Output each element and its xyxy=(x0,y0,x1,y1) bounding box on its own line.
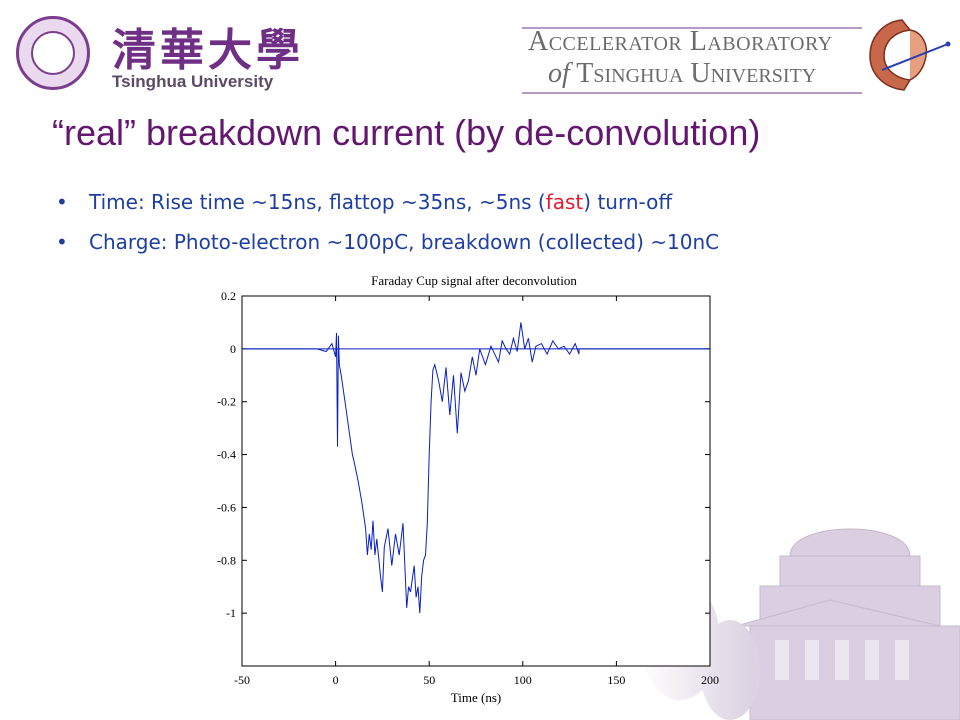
y-tick-label: -0.6 xyxy=(217,500,236,514)
y-tick-label: -0.8 xyxy=(217,553,236,567)
lab-bottom-rule xyxy=(522,92,862,94)
bullet-charge: • Charge: Photo-electron ~100pC, breakdow… xyxy=(56,226,719,266)
x-tick-label: 150 xyxy=(607,673,625,687)
x-tick-label: 200 xyxy=(701,673,719,687)
bullet-time-text: Time: Rise time ~15ns, flattop ~35ns, ~5… xyxy=(89,190,546,214)
lab-name: Accelerator Laboratory of Tsinghua Unive… xyxy=(528,26,862,90)
bullet-time: • Time: Rise time ~15ns, flattop ~35ns, ~… xyxy=(56,186,719,226)
x-tick-label: -50 xyxy=(234,673,250,687)
slide-title: “real” breakdown current (by de-convolut… xyxy=(52,112,761,153)
university-name-chinese: 清華大學 xyxy=(112,25,304,76)
x-tick-label: 100 xyxy=(514,673,532,687)
y-tick-label: -0.2 xyxy=(217,395,236,409)
faraday-cup-chart: Faraday Cup signal after deconvolution -… xyxy=(217,273,719,705)
lab-name-line2: of Tsinghua University xyxy=(528,58,862,90)
x-axis-label: Time (ns) xyxy=(451,690,501,705)
accelerator-cavity-logo-icon xyxy=(869,19,951,91)
axis-ticks: -50 0 50 100 150 200 0.2 0 -0.2 -0.4 -0.6 -0.8 -1 xyxy=(217,289,719,687)
lab-name-line1: Accelerator Laboratory xyxy=(528,26,833,57)
lab-name-of: of xyxy=(548,58,570,89)
bullet-time-tail: ) turn-off xyxy=(583,190,673,214)
highlight-fast: fast xyxy=(545,190,584,214)
signal-line xyxy=(242,322,710,614)
y-tick-label: 0.2 xyxy=(221,289,236,303)
bullet-list: • Time: Rise time ~15ns, flattop ~35ns, ~… xyxy=(56,186,719,266)
lab-name-university: Tsinghua University xyxy=(576,58,817,89)
university-name-english: Tsinghua University xyxy=(112,72,274,91)
lab-top-rule xyxy=(522,27,862,29)
plot-frame xyxy=(241,295,711,667)
university-seal-icon xyxy=(16,16,90,90)
x-tick-label: 50 xyxy=(423,673,435,687)
chart-title: Faraday Cup signal after deconvolution xyxy=(371,273,577,288)
x-tick-label: 0 xyxy=(333,673,339,687)
bullet-charge-text: Charge: Photo-electron ~100pC, breakdown… xyxy=(89,230,720,254)
bullet-marker: • xyxy=(56,230,68,254)
slide-header: 清華大學 Tsinghua University Accelerator Lab… xyxy=(0,0,960,100)
y-tick-label: 0 xyxy=(230,342,236,356)
bullet-marker: • xyxy=(56,190,68,214)
y-tick-label: -1 xyxy=(226,606,236,620)
y-tick-label: -0.4 xyxy=(217,448,236,462)
